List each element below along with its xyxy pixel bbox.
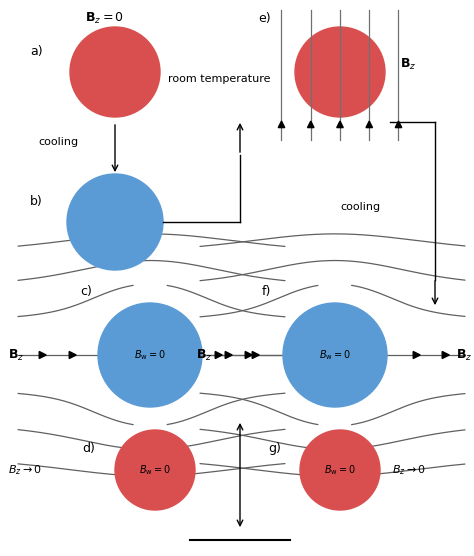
Text: $\mathbf{B}_z$: $\mathbf{B}_z$: [8, 348, 24, 363]
Polygon shape: [337, 121, 343, 127]
Text: room temperature: room temperature: [168, 74, 271, 84]
Polygon shape: [442, 351, 449, 359]
Polygon shape: [395, 121, 402, 127]
Text: $\mathbf{B}_z = 0$: $\mathbf{B}_z = 0$: [85, 11, 124, 26]
Text: f): f): [262, 285, 272, 298]
Circle shape: [300, 430, 380, 510]
Polygon shape: [225, 351, 232, 359]
Text: d): d): [82, 442, 95, 455]
Text: low
temperature: low temperature: [295, 336, 365, 358]
Polygon shape: [39, 351, 46, 359]
Polygon shape: [413, 351, 420, 359]
Polygon shape: [69, 351, 76, 359]
Polygon shape: [252, 351, 259, 359]
Circle shape: [67, 174, 163, 270]
Text: $\mathbf{B}_z$: $\mathbf{B}_z$: [456, 348, 473, 363]
Text: $B_{\rm w}=0$: $B_{\rm w}=0$: [324, 463, 356, 477]
Text: c): c): [80, 285, 92, 298]
Text: cooling: cooling: [38, 137, 78, 147]
Text: $\mathbf{B}_z$: $\mathbf{B}_z$: [400, 57, 416, 72]
Polygon shape: [308, 121, 314, 127]
Text: $B_z \rightarrow 0$: $B_z \rightarrow 0$: [8, 463, 42, 477]
Polygon shape: [278, 121, 285, 127]
Polygon shape: [366, 121, 373, 127]
Text: $B_{\rm w}=0$: $B_{\rm w}=0$: [319, 348, 351, 362]
Polygon shape: [215, 351, 222, 359]
Text: cooling: cooling: [340, 202, 380, 212]
Text: $B_{\rm w}=0$: $B_{\rm w}=0$: [139, 463, 171, 477]
Text: g): g): [268, 442, 281, 455]
Text: $B_{\rm w}=0$: $B_{\rm w}=0$: [134, 348, 166, 362]
Circle shape: [70, 27, 160, 117]
Text: e): e): [258, 12, 271, 25]
Circle shape: [283, 303, 387, 407]
Text: $\mathbf{B}_z$: $\mathbf{B}_z$: [196, 348, 212, 363]
Polygon shape: [245, 351, 252, 359]
Circle shape: [295, 27, 385, 117]
Text: a): a): [30, 45, 43, 58]
Circle shape: [115, 430, 195, 510]
Circle shape: [98, 303, 202, 407]
Text: b): b): [30, 195, 43, 208]
Text: $B_z \rightarrow 0$: $B_z \rightarrow 0$: [392, 463, 426, 477]
